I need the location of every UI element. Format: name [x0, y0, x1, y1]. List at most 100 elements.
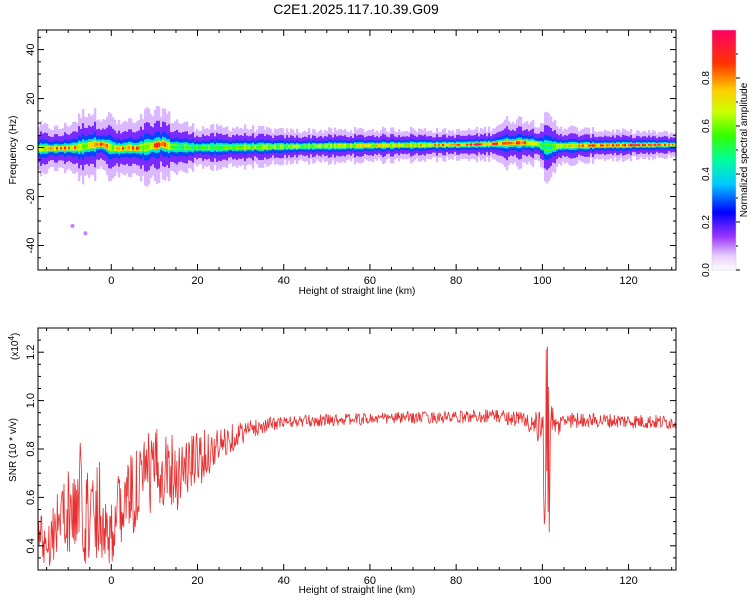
colorbar-tick-label: 0.4	[701, 167, 712, 181]
spectrogram-cell	[444, 143, 447, 146]
spectrogram-cell	[404, 144, 407, 146]
spectrogram-cell	[374, 144, 377, 147]
spectrogram-cell	[40, 147, 43, 151]
spectrogram-cell	[580, 144, 583, 147]
spectrogram-cell	[426, 144, 429, 146]
spectrogram-cell	[360, 144, 363, 147]
spectrogram-cell	[356, 144, 359, 147]
spectrogram-cell	[516, 141, 519, 145]
spectrogram-cell	[522, 141, 525, 144]
spectrogram-cell	[614, 144, 617, 146]
spectrogram-cell	[184, 145, 187, 149]
spectrogram-cell	[90, 143, 93, 147]
spectrogram-y-tick-label: -40	[25, 238, 37, 254]
spectrogram-cell	[632, 144, 635, 146]
spectrogram-cell	[440, 144, 443, 146]
spectrogram-cell	[274, 145, 277, 148]
spectrogram-cell	[186, 145, 189, 149]
spectrogram-cell	[622, 144, 625, 147]
spectrogram-cell	[64, 146, 67, 150]
colorbar-tick-label: 0.6	[701, 119, 712, 133]
spectrogram-cell	[164, 142, 167, 147]
spectrogram-cell	[296, 145, 299, 148]
spectrogram-cell	[646, 144, 649, 146]
spectrogram-cell	[156, 142, 159, 148]
spectrogram-cell	[554, 145, 557, 149]
spectrogram-cell	[212, 146, 215, 149]
spectrogram-y-tick-label: 40	[25, 43, 37, 55]
spectrogram-cell	[178, 145, 181, 149]
spectrogram-cell	[490, 143, 493, 145]
spectrogram-cell	[136, 146, 139, 150]
spectrogram-cell	[308, 145, 311, 148]
spectrogram-cell	[268, 145, 271, 148]
spectrogram-cell	[654, 144, 657, 146]
spectrogram-cell	[60, 147, 63, 150]
spectrogram-cell	[148, 144, 151, 149]
spectrogram-cell	[412, 144, 415, 147]
spectrogram-x-tick-label: 80	[450, 275, 462, 287]
spectrogram-cell	[238, 146, 241, 149]
spectrogram-x-tick-label: 0	[108, 275, 114, 287]
spectrogram-cell	[610, 144, 613, 147]
spectrogram-cell	[644, 144, 647, 146]
spectrogram-cell	[230, 146, 233, 149]
snr-frame	[37, 327, 677, 571]
spectrogram-cell	[630, 144, 633, 146]
spectrogram-cell	[492, 143, 495, 145]
spectrogram-cell	[92, 143, 95, 147]
spectrogram-cell	[316, 145, 319, 147]
spectrogram-cell	[350, 144, 353, 147]
spectrogram-cell	[536, 142, 539, 145]
spectrogram-cell	[408, 144, 411, 146]
spectrogram-cell	[120, 147, 123, 150]
spectrogram-cell	[446, 144, 449, 146]
spectrogram-y-tick-label: 20	[25, 92, 37, 104]
snr-x-tick-label: 100	[533, 575, 551, 587]
spectrogram-x-tick-label: 20	[191, 275, 203, 287]
spectrogram-cell	[662, 144, 665, 146]
spectrogram-cell	[436, 144, 439, 146]
spectrogram-cell	[58, 147, 61, 150]
spectrogram-cell	[620, 144, 623, 146]
spectrogram-cell	[590, 144, 593, 147]
spectrogram-cell	[132, 146, 135, 150]
spectrogram-cell	[282, 145, 285, 148]
spectrogram-cell	[250, 145, 253, 148]
spectrogram-cell	[294, 145, 297, 148]
spectrogram-cell	[406, 144, 409, 146]
spectrogram-cell	[390, 144, 393, 147]
spectrogram-cell	[264, 145, 267, 148]
spectrogram-cell	[288, 145, 291, 148]
spectrogram-cell	[170, 145, 173, 149]
spectrogram-cell	[300, 145, 303, 148]
spectrogram-y-tick-label: 0	[25, 144, 37, 150]
spectrogram-cell	[152, 144, 155, 148]
spectrogram-cell	[310, 145, 313, 147]
spectrogram-cell	[462, 143, 465, 146]
spectrogram-cell	[574, 144, 577, 147]
spectrogram-cell	[78, 145, 81, 150]
spectrogram-cell	[542, 144, 545, 148]
spectrogram-cell	[660, 144, 663, 146]
spectrogram-cell	[38, 147, 41, 150]
spectrogram-cell	[518, 141, 521, 145]
spectrogram-cell	[484, 143, 487, 146]
spectrogram-cell	[526, 141, 529, 145]
spectrogram-cell	[160, 142, 163, 146]
spectrogram-cell	[430, 144, 433, 146]
spectrogram-cell	[428, 144, 431, 146]
snr-ticks: 0 20 40 60 80 100 120 0.4 0.6 0.8 1.0 1.2	[25, 328, 676, 587]
spectrogram-cell	[324, 145, 327, 148]
spectrogram-cell	[328, 145, 331, 148]
spectrogram-cell	[194, 146, 197, 149]
spectrogram-cell	[624, 144, 627, 147]
spectrogram-cell	[400, 144, 403, 146]
spectrogram-cell	[670, 144, 673, 146]
chart-title: C2E1.2025.117.10.39.G09	[273, 1, 439, 17]
spectrogram-cell	[600, 144, 603, 147]
spectrogram-cell	[586, 144, 589, 147]
spectrogram-cell	[380, 144, 383, 147]
snr-x-tick-label: 40	[278, 575, 290, 587]
spectrogram-cell	[450, 144, 453, 146]
